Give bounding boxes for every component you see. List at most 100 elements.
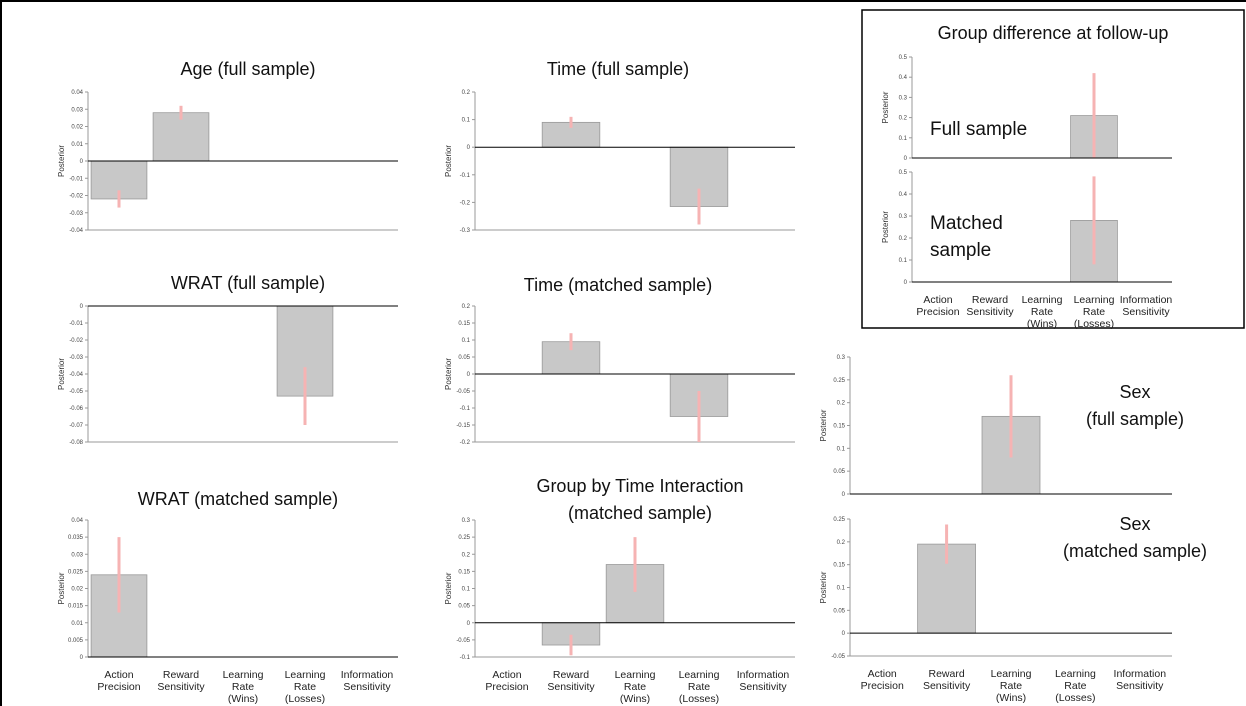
x-tick-label: Learning Rate (Losses) — [284, 669, 326, 705]
y-tick-label: 0.03 — [71, 552, 83, 558]
y-tick-label: -0.2 — [460, 440, 471, 446]
chart-title: Time (full sample) — [546, 59, 690, 79]
y-axis-label: Posterior — [57, 572, 66, 604]
y-tick-label: 0.04 — [71, 518, 83, 524]
x-tick-label: Reward Sensitivity — [922, 668, 971, 692]
y-tick-label: 0.15 — [833, 563, 845, 569]
y-tick-label: -0.05 — [831, 654, 845, 660]
y-tick-label: 0.1 — [462, 338, 471, 344]
x-tick-label: Learning Rate (Wins) — [990, 668, 1032, 704]
y-tick-label: -0.3 — [460, 228, 471, 234]
panel-box — [861, 9, 1245, 329]
y-tick-label: 0.3 — [899, 214, 908, 220]
y-tick-label: -0.1 — [460, 655, 471, 661]
y-tick-label: 0 — [842, 631, 846, 637]
y-tick-label: 0.2 — [462, 552, 471, 558]
y-tick-label: 0.05 — [833, 469, 845, 475]
y-tick-label: 0.25 — [833, 378, 845, 384]
y-tick-label: 0.02 — [71, 125, 83, 131]
y-tick-label: -0.01 — [69, 321, 83, 327]
y-tick-label: -0.15 — [456, 423, 470, 429]
y-tick-label: 0.25 — [833, 517, 845, 523]
y-tick-label: 0.035 — [68, 535, 84, 541]
y-tick-label: 0.1 — [462, 118, 471, 124]
y-tick-label: 0 — [467, 372, 471, 378]
y-tick-label: 0.01 — [71, 142, 83, 148]
y-tick-label: 0.1 — [837, 586, 846, 592]
y-tick-label: -0.2 — [460, 200, 471, 206]
y-tick-label: 0.2 — [837, 540, 846, 546]
y-tick-label: 0.15 — [833, 424, 845, 430]
y-tick-label: -0.02 — [69, 194, 83, 200]
y-tick-label: 0 — [467, 621, 471, 627]
x-tick-label: Learning Rate (Losses) — [1054, 668, 1096, 704]
y-tick-label: 0.15 — [458, 321, 470, 327]
y-tick-label: 0.05 — [833, 608, 845, 614]
y-axis-label: Posterior — [881, 211, 890, 243]
y-tick-label: 0.01 — [71, 621, 83, 627]
y-axis-label: Posterior — [57, 358, 66, 390]
y-tick-label: 0.015 — [68, 604, 84, 610]
y-tick-label: 0 — [904, 156, 908, 162]
x-tick-label: Information Sensitivity — [1119, 294, 1173, 318]
y-tick-label: 0.3 — [837, 355, 846, 361]
y-tick-label: 0 — [904, 280, 908, 286]
y-tick-label: -0.06 — [69, 406, 83, 412]
chart-title: Matched sample — [930, 213, 1003, 261]
x-tick-label: Learning Rate (Losses) — [1073, 294, 1115, 330]
y-axis-label: Posterior — [819, 409, 828, 441]
y-axis-label: Posterior — [819, 571, 828, 603]
chart-title: Time (matched sample) — [523, 275, 713, 295]
y-tick-label: 0.05 — [458, 604, 470, 610]
y-tick-label: 0.1 — [462, 587, 471, 593]
y-tick-label: -0.05 — [69, 389, 83, 395]
y-tick-label: 0.2 — [837, 401, 846, 407]
y-axis-label: Posterior — [444, 572, 453, 604]
y-tick-label: 0.2 — [462, 90, 471, 96]
y-tick-label: 0.03 — [71, 107, 83, 113]
y-tick-label: 0 — [80, 159, 84, 165]
y-axis-label: Posterior — [57, 145, 66, 177]
y-tick-label: -0.05 — [456, 389, 470, 395]
y-tick-label: 0.2 — [899, 236, 908, 242]
x-tick-label: Information Sensitivity — [1113, 668, 1167, 692]
panel-title: Group difference at follow-up — [937, 23, 1169, 43]
y-tick-label: 0 — [842, 492, 846, 498]
y-tick-label: -0.03 — [69, 211, 83, 217]
y-tick-label: 0 — [80, 655, 84, 661]
x-tick-label: Action Precision — [97, 669, 141, 693]
y-tick-label: -0.04 — [69, 372, 83, 378]
chart-title: Full sample — [930, 119, 1028, 140]
bar — [152, 112, 210, 162]
x-tick-label: Reward Sensitivity — [157, 669, 205, 693]
chart-title: Sex (matched sample) — [1062, 514, 1208, 561]
x-tick-label: Reward Sensitivity — [547, 669, 595, 693]
chart-title: Group by Time Interaction (matched sampl… — [536, 476, 744, 523]
x-tick-label: Information Sensitivity — [736, 669, 790, 693]
x-tick-label: Information Sensitivity — [340, 669, 394, 693]
y-tick-label: -0.03 — [69, 355, 83, 361]
y-tick-label: 0.02 — [71, 587, 83, 593]
y-tick-label: 0.1 — [899, 258, 908, 264]
y-tick-label: 0.1 — [899, 136, 908, 142]
x-tick-label: Reward Sensitivity — [966, 294, 1014, 318]
x-tick-label: Learning Rate (Losses) — [678, 669, 720, 705]
y-tick-label: 0.1 — [837, 446, 846, 452]
y-tick-label: -0.1 — [460, 406, 471, 412]
y-tick-label: -0.08 — [69, 440, 83, 446]
y-tick-label: 0.3 — [462, 518, 471, 524]
y-tick-label: 0.005 — [68, 638, 84, 644]
y-tick-label: -0.02 — [69, 338, 83, 344]
y-tick-label: 0.04 — [71, 90, 83, 96]
y-tick-label: 0.05 — [458, 355, 470, 361]
y-tick-label: 0.15 — [458, 569, 470, 575]
chart-title: Sex (full sample) — [1085, 382, 1185, 429]
y-tick-label: 0 — [467, 145, 471, 151]
y-tick-label: 0.025 — [68, 569, 84, 575]
y-tick-label: 0.2 — [462, 304, 471, 310]
y-tick-label: -0.05 — [456, 638, 470, 644]
y-tick-label: 0.4 — [899, 75, 908, 81]
y-tick-label: 0.4 — [899, 192, 908, 198]
